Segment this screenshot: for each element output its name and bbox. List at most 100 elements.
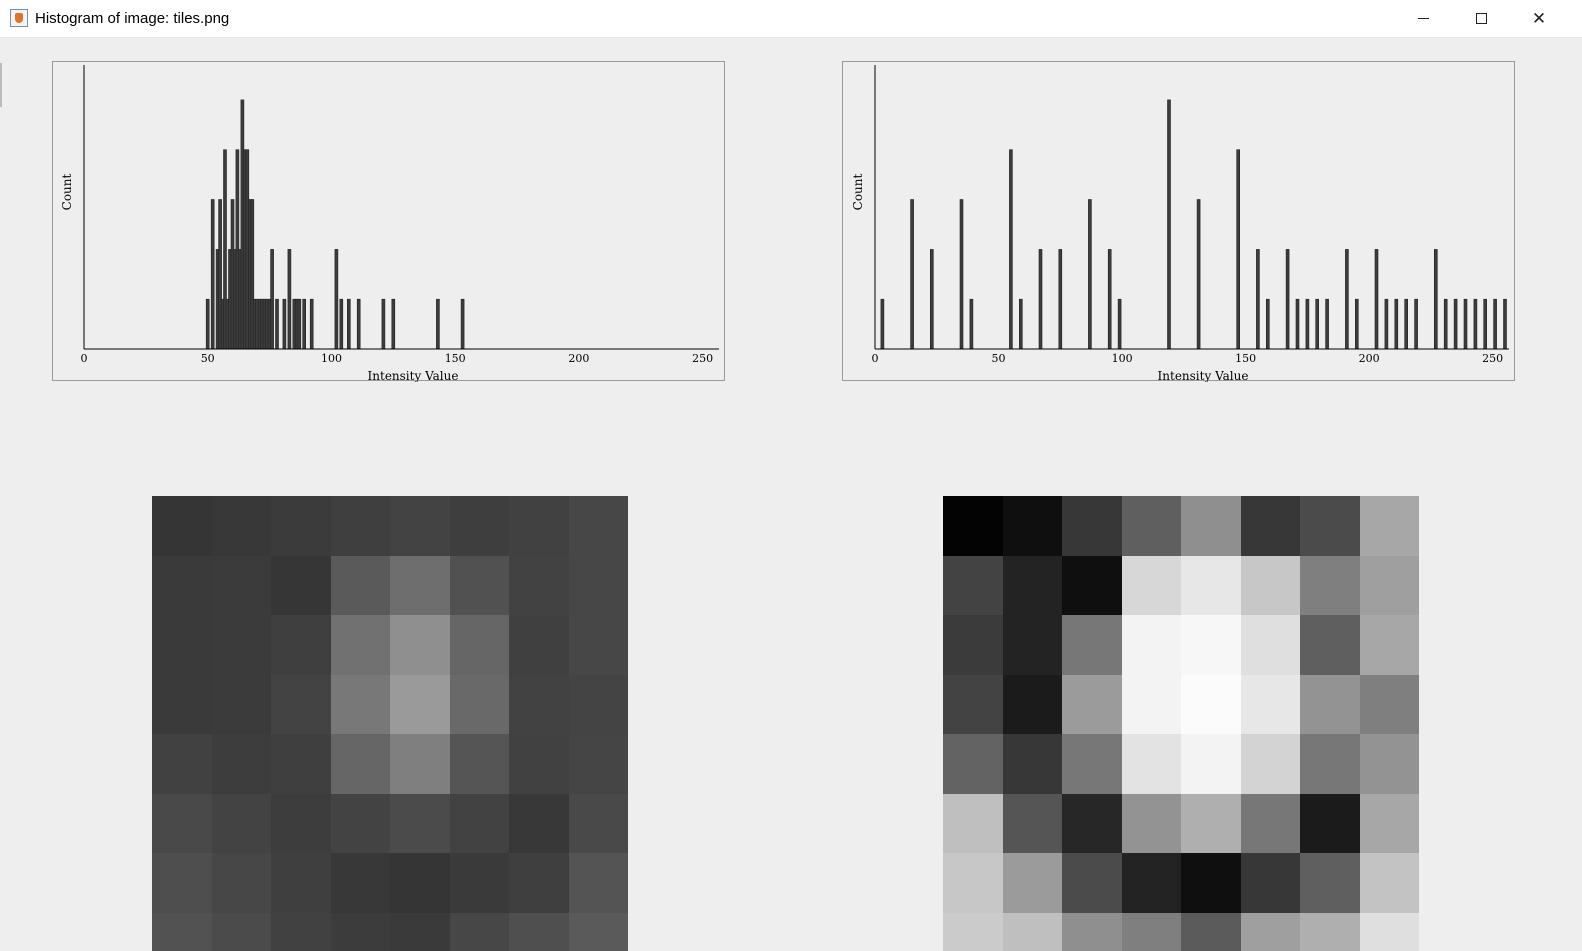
image-tile bbox=[1240, 853, 1300, 913]
histogram-bar bbox=[334, 249, 339, 350]
image-tile bbox=[211, 615, 271, 675]
image-tile bbox=[271, 615, 331, 675]
image-tile bbox=[1062, 496, 1122, 556]
histogram-bar bbox=[309, 298, 314, 350]
image-tile bbox=[1359, 674, 1419, 734]
image-tile bbox=[1240, 912, 1300, 951]
histogram-bar bbox=[1236, 149, 1241, 350]
window-title: Histogram of image: tiles.png bbox=[35, 10, 230, 27]
image-tile bbox=[152, 496, 212, 556]
close-button[interactable]: ✕ bbox=[1510, 0, 1568, 37]
histogram-bar bbox=[391, 298, 396, 350]
image-tile bbox=[390, 555, 450, 615]
image-tile bbox=[211, 793, 271, 853]
equalized-image-tiles bbox=[943, 496, 1419, 951]
histogram-bar bbox=[1305, 298, 1310, 350]
image-tile bbox=[1359, 793, 1419, 853]
image-tile bbox=[449, 615, 509, 675]
image-tile bbox=[211, 674, 271, 734]
image-tile bbox=[1181, 734, 1241, 794]
x-tick-label: 150 bbox=[445, 352, 466, 365]
x-tick-label: 250 bbox=[1482, 352, 1503, 365]
x-tick-label: 150 bbox=[1235, 352, 1256, 365]
image-tile bbox=[568, 734, 628, 794]
image-tile bbox=[1121, 555, 1181, 615]
histogram-bar bbox=[1503, 298, 1507, 350]
image-tile bbox=[943, 496, 1003, 556]
image-tile bbox=[1002, 793, 1062, 853]
image-tile bbox=[1181, 793, 1241, 853]
x-tick-label: 100 bbox=[1112, 352, 1133, 365]
x-tick-label: 50 bbox=[201, 352, 215, 365]
title-bar[interactable]: Histogram of image: tiles.png ✕ bbox=[0, 0, 1582, 38]
image-tile bbox=[1240, 734, 1300, 794]
image-tile bbox=[1062, 674, 1122, 734]
image-tile bbox=[1002, 555, 1062, 615]
maximize-button[interactable] bbox=[1452, 0, 1510, 37]
image-tile bbox=[152, 912, 212, 951]
image-tile bbox=[1002, 496, 1062, 556]
x-tick-label: 200 bbox=[568, 352, 589, 365]
x-tick-label: 0 bbox=[81, 352, 88, 365]
image-tile bbox=[211, 496, 271, 556]
image-tile bbox=[509, 734, 569, 794]
image-tile bbox=[211, 555, 271, 615]
image-tile bbox=[943, 674, 1003, 734]
equalized-histogram-chart: 0 50 100 150 200 250 Count Intensity Value bbox=[851, 65, 1509, 382]
histogram-bar bbox=[1443, 298, 1448, 350]
image-tile bbox=[390, 496, 450, 556]
image-tile bbox=[1062, 793, 1122, 853]
histogram-bar bbox=[969, 298, 974, 350]
image-tile bbox=[509, 793, 569, 853]
image-tile bbox=[943, 853, 1003, 913]
x-tick-label: 250 bbox=[692, 352, 713, 365]
image-tile bbox=[152, 615, 212, 675]
image-tile bbox=[1181, 912, 1241, 951]
image-tile bbox=[271, 496, 331, 556]
image-tile bbox=[1062, 853, 1122, 913]
image-tile bbox=[1062, 615, 1122, 675]
image-tile bbox=[330, 734, 390, 794]
image-tile bbox=[271, 912, 331, 951]
image-tile bbox=[211, 853, 271, 913]
image-tile bbox=[330, 555, 390, 615]
image-tile bbox=[1121, 734, 1181, 794]
y-axis-label: Count bbox=[60, 173, 74, 210]
image-tile bbox=[568, 793, 628, 853]
image-tile bbox=[1359, 555, 1419, 615]
image-tile bbox=[943, 793, 1003, 853]
histogram-bar bbox=[1473, 298, 1478, 350]
image-tile bbox=[449, 912, 509, 951]
image-tile bbox=[1121, 615, 1181, 675]
histogram-bar bbox=[210, 199, 215, 350]
image-tile bbox=[568, 615, 628, 675]
java-app-icon bbox=[10, 9, 28, 27]
x-axis-label: Intensity Value bbox=[368, 369, 459, 382]
image-tile bbox=[1002, 853, 1062, 913]
image-tile bbox=[330, 853, 390, 913]
x-tick-label: 50 bbox=[992, 352, 1006, 365]
image-tile bbox=[509, 555, 569, 615]
histogram-bar bbox=[880, 298, 885, 350]
image-tile bbox=[509, 912, 569, 951]
image-tile bbox=[1300, 793, 1360, 853]
histogram-bar bbox=[381, 298, 386, 350]
image-tile bbox=[943, 912, 1003, 951]
histogram-bar bbox=[356, 298, 361, 350]
image-tile bbox=[1181, 496, 1241, 556]
image-tile bbox=[509, 853, 569, 913]
image-tile bbox=[390, 734, 450, 794]
image-tile bbox=[1300, 674, 1360, 734]
histogram-bar bbox=[1345, 249, 1349, 350]
histogram-bar bbox=[1483, 298, 1488, 350]
image-tile bbox=[152, 793, 212, 853]
image-tile bbox=[449, 555, 509, 615]
image-tile bbox=[1240, 555, 1300, 615]
close-icon: ✕ bbox=[1531, 8, 1547, 29]
image-tile bbox=[330, 615, 390, 675]
image-tile bbox=[390, 793, 450, 853]
histogram-bar bbox=[1285, 249, 1290, 350]
histogram-bar bbox=[930, 249, 934, 350]
minimize-button[interactable] bbox=[1394, 0, 1452, 37]
